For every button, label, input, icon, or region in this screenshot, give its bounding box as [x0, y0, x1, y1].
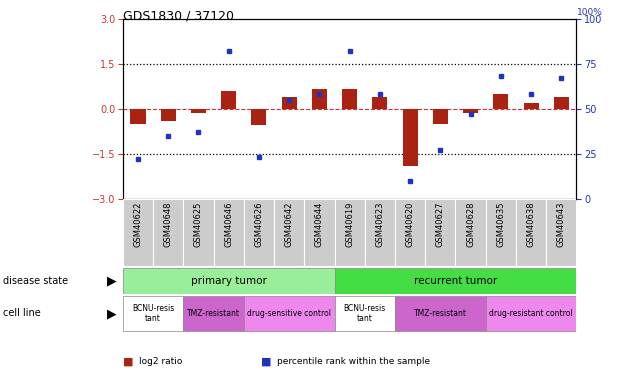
Bar: [123, 199, 153, 266]
Text: GSM40642: GSM40642: [285, 201, 294, 247]
Text: log2 ratio: log2 ratio: [139, 357, 182, 366]
Bar: [546, 199, 576, 266]
Bar: [455, 199, 486, 266]
Text: percentile rank within the sample: percentile rank within the sample: [277, 357, 430, 366]
Bar: [395, 296, 486, 331]
Text: 100%: 100%: [577, 8, 603, 17]
Text: ▶: ▶: [107, 307, 117, 320]
Bar: [335, 268, 576, 294]
Bar: [251, 109, 266, 125]
Bar: [312, 89, 327, 109]
Bar: [403, 109, 418, 166]
Text: GSM40628: GSM40628: [466, 201, 475, 247]
Bar: [183, 296, 244, 331]
Bar: [433, 109, 448, 124]
Bar: [554, 97, 569, 109]
Bar: [365, 199, 395, 266]
Bar: [130, 109, 146, 124]
Text: BCNU-resis
tant: BCNU-resis tant: [343, 304, 386, 323]
Bar: [516, 199, 546, 266]
Bar: [123, 296, 183, 331]
Text: GSM40622: GSM40622: [134, 201, 142, 247]
Bar: [244, 199, 274, 266]
Text: GSM40626: GSM40626: [255, 201, 263, 247]
Bar: [486, 199, 516, 266]
Bar: [524, 103, 539, 109]
Text: ■: ■: [123, 357, 134, 367]
Text: disease state: disease state: [3, 276, 68, 286]
Bar: [395, 199, 425, 266]
Text: GSM40627: GSM40627: [436, 201, 445, 247]
Bar: [153, 199, 183, 266]
Text: GSM40648: GSM40648: [164, 201, 173, 247]
Text: primary tumor: primary tumor: [191, 276, 266, 286]
Text: GSM40635: GSM40635: [496, 201, 505, 247]
Text: drug-resistant control: drug-resistant control: [490, 309, 573, 318]
Bar: [425, 199, 455, 266]
Bar: [342, 89, 357, 109]
Bar: [183, 199, 214, 266]
Text: ■: ■: [261, 357, 272, 367]
Text: BCNU-resis
tant: BCNU-resis tant: [132, 304, 175, 323]
Bar: [244, 296, 335, 331]
Bar: [463, 109, 478, 113]
Text: GSM40625: GSM40625: [194, 201, 203, 247]
Bar: [282, 97, 297, 109]
Bar: [335, 199, 365, 266]
Text: TMZ-resistant: TMZ-resistant: [414, 309, 467, 318]
Bar: [372, 97, 387, 109]
Text: TMZ-resistant: TMZ-resistant: [187, 309, 240, 318]
Bar: [161, 109, 176, 121]
Bar: [123, 268, 335, 294]
Text: cell line: cell line: [3, 309, 41, 318]
Text: drug-sensitive control: drug-sensitive control: [247, 309, 331, 318]
Bar: [335, 296, 395, 331]
Bar: [304, 199, 335, 266]
Text: recurrent tumor: recurrent tumor: [414, 276, 497, 286]
Bar: [214, 199, 244, 266]
Bar: [191, 109, 206, 113]
Text: GSM40644: GSM40644: [315, 201, 324, 247]
Text: GSM40646: GSM40646: [224, 201, 233, 247]
Bar: [274, 199, 304, 266]
Text: ▶: ▶: [107, 274, 117, 287]
Text: GSM40643: GSM40643: [557, 201, 566, 247]
Text: GSM40623: GSM40623: [375, 201, 384, 247]
Bar: [486, 296, 576, 331]
Text: GDS1830 / 37120: GDS1830 / 37120: [123, 9, 234, 22]
Text: GSM40620: GSM40620: [406, 201, 415, 247]
Text: GSM40619: GSM40619: [345, 201, 354, 247]
Bar: [221, 91, 236, 109]
Bar: [493, 94, 508, 109]
Text: GSM40638: GSM40638: [527, 201, 536, 247]
